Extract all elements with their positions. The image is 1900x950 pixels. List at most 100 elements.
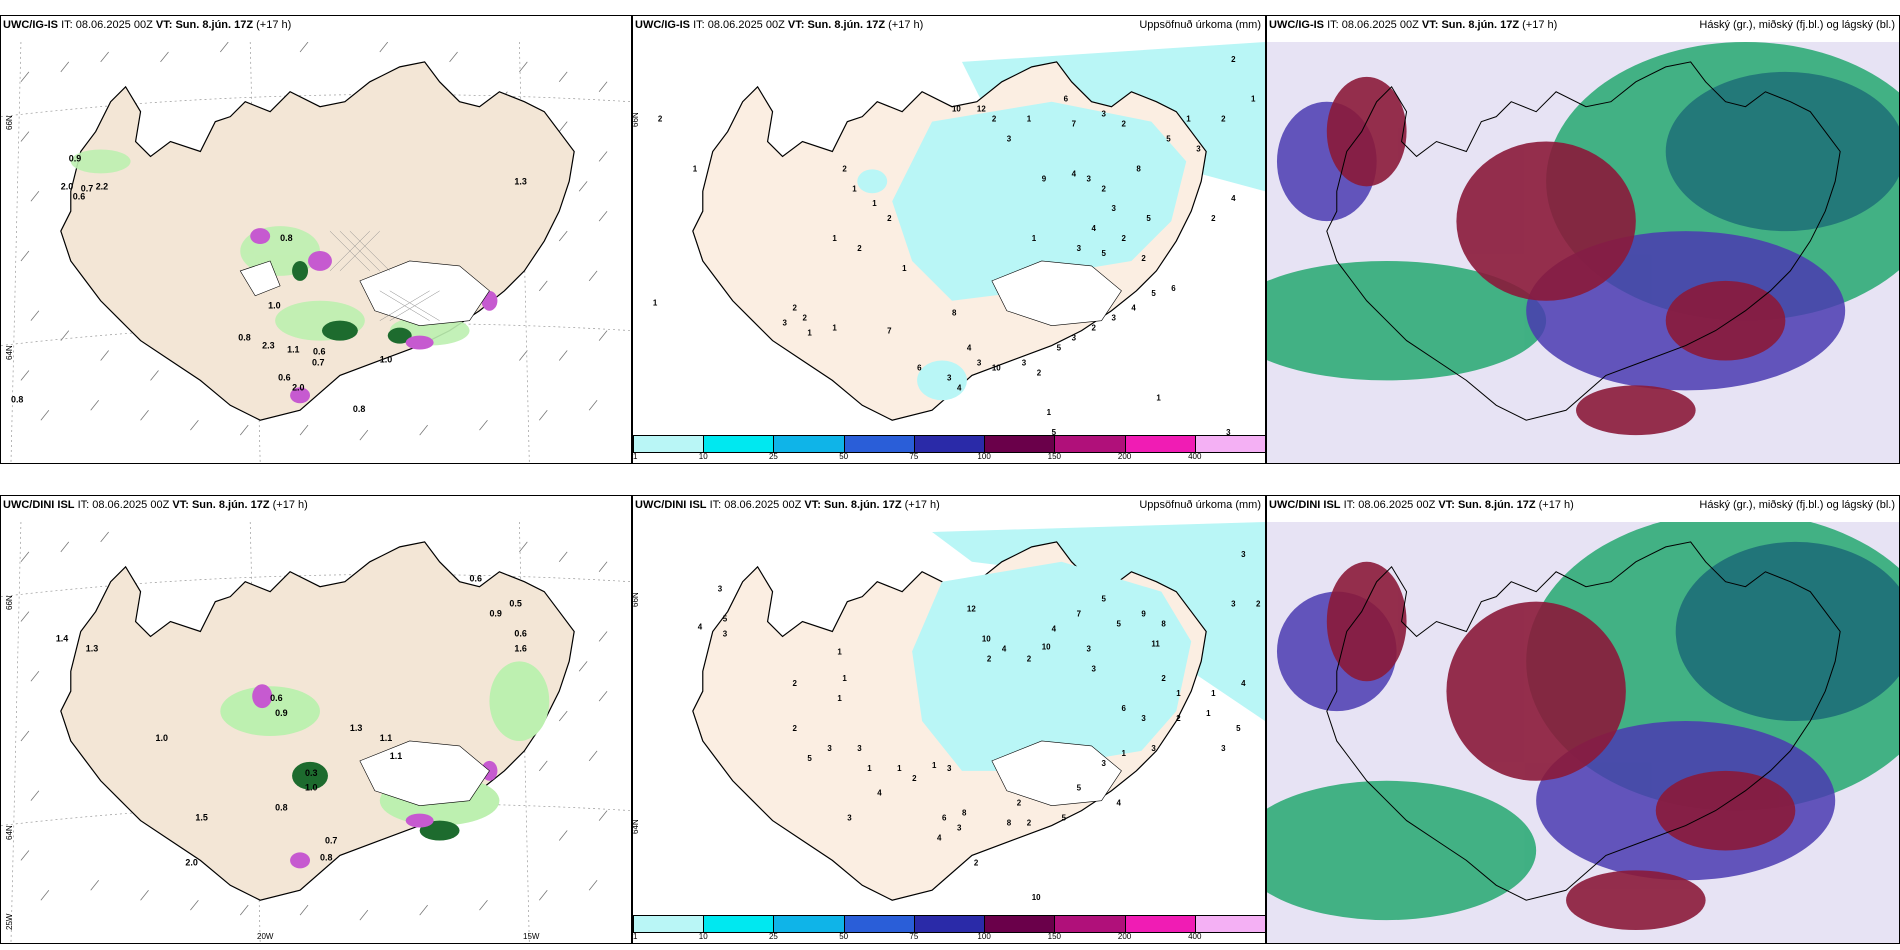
magenta-precip <box>250 228 498 404</box>
precip-value: 2 <box>987 654 992 663</box>
wind-value: 1.3 <box>86 643 98 653</box>
precip-value: 2 <box>1027 654 1032 663</box>
model-name: UWC/DINI ISL <box>3 499 75 511</box>
vt-value: Sun. 8.jún. 17Z <box>823 499 902 511</box>
glacier <box>991 260 1122 326</box>
precip-map: 3 5 4 3 2 1 1 2 5 3 3 1 4 2 1 1 3 3 3 6 <box>633 522 1265 943</box>
precip-value: 3 <box>1141 714 1146 723</box>
precip-value: 1 <box>1156 393 1161 402</box>
precip-value: 2 <box>1161 674 1166 683</box>
model-name: UWC/DINI ISL <box>635 499 707 511</box>
field-title: Uppsöfnuð úrkoma (mm) <box>1139 19 1261 31</box>
precip-value: 2 <box>1092 324 1097 333</box>
wind-value: 1.3 <box>514 176 526 186</box>
model-name: UWC/IG-IS <box>1269 19 1324 31</box>
precip-value: 3 <box>1102 110 1107 119</box>
lat-label-66: 66N <box>632 112 640 127</box>
lat-label-64: 64N <box>5 345 14 360</box>
colorbar-tick-label: 1 <box>633 932 638 941</box>
precip-value: 1 <box>1032 234 1037 243</box>
precip-value: 6 <box>917 363 922 372</box>
colorbar-cells <box>633 915 1265 933</box>
precip-value-labels: 2 1 2 1 1 2 1 2 1 7 2 1 1 8 4 3 6 3 4 10 <box>653 55 1256 437</box>
vt-label: VT: <box>787 19 805 31</box>
field-title: Háský (gr.), miðský (fj.bl.) og lágský (… <box>1699 19 1895 31</box>
precip-value: 4 <box>1002 644 1007 653</box>
wind-value: 1.3 <box>350 723 362 733</box>
panel-bot-right: UWC/DINI ISL IT: 08.06.2025 00Z VT: Sun.… <box>1266 495 1900 944</box>
model-name: UWC/IG-IS <box>3 19 58 31</box>
glacier <box>991 740 1122 806</box>
wind-value: 0.9 <box>69 153 81 163</box>
wind-value: 0.8 <box>238 333 250 343</box>
colorbar-cell <box>1124 436 1195 452</box>
precip-value: 2 <box>992 115 997 124</box>
cloud-map <box>1267 42 1899 463</box>
vt-value: Sun. 8.jún. 17Z <box>175 19 254 31</box>
precip-value: 7 <box>1077 610 1082 619</box>
wind-value: 0.7 <box>312 357 324 367</box>
precip-value: 5 <box>807 754 812 763</box>
sea-precip <box>932 522 1265 722</box>
panel-top-left: UWC/IG-IS IT: 08.06.2025 00Z VT: Sun. 8.… <box>0 15 632 464</box>
precip-value: 3 <box>1077 244 1082 253</box>
it-value: 08.06.2025 00Z <box>1358 499 1436 511</box>
field-title: Háský (gr.), miðský (fj.bl.) og lágský (… <box>1699 499 1895 511</box>
precip-value: 4 <box>1231 194 1236 203</box>
precip-value: 3 <box>827 744 832 753</box>
precip-value: 2 <box>1176 714 1181 723</box>
wind-value-labels: 0.9 2.0 0.7 2.2 0.6 1.3 0.8 1.0 0.8 2.3 … <box>11 153 527 414</box>
precip-value: 4 <box>957 383 962 392</box>
precip-value: 7 <box>1072 120 1077 129</box>
precip-value: 2 <box>1121 234 1126 243</box>
precip-value: 5 <box>1077 784 1082 793</box>
precip-value: 5 <box>1052 428 1057 437</box>
wind-value: 2.0 <box>61 181 73 191</box>
precip-value: 12 <box>967 605 976 614</box>
lat-label-66: 66N <box>632 592 640 607</box>
mid-cloud <box>1326 76 1786 436</box>
it-label: IT: <box>709 499 722 511</box>
colorbar-tick-label: 25 <box>768 452 778 461</box>
colorbar-tick-label: 75 <box>909 932 919 941</box>
wind-value: 0.5 <box>509 599 521 609</box>
precip-value: 2 <box>1121 120 1126 129</box>
panel-header: UWC/IG-IS IT: 08.06.2025 00Z VT: Sun. 8.… <box>1 16 631 42</box>
precip-value: 1 <box>842 674 847 683</box>
colorbar-cell <box>984 916 1055 932</box>
precip-value: 4 <box>1241 679 1246 688</box>
glacier <box>239 260 490 326</box>
precip-value: 3 <box>977 358 982 367</box>
wind-value: 0.9 <box>489 609 501 619</box>
wind-map: 0.9 2.0 0.7 2.2 0.6 1.3 0.8 1.0 0.8 2.3 … <box>1 42 631 463</box>
it-value: 08.06.2025 00Z <box>92 499 170 511</box>
precip-value: 5 <box>1057 344 1062 353</box>
lead-time: (+17 h) <box>1538 499 1574 511</box>
colorbar-cell <box>773 916 844 932</box>
dark-green-precip <box>292 260 412 344</box>
precip-value: 4 <box>698 622 703 631</box>
precip-value: 3 <box>947 373 952 382</box>
colorbar-cell <box>913 916 985 932</box>
panel-bot-mid: UWC/DINI ISL IT: 08.06.2025 00Z VT: Sun.… <box>632 495 1266 944</box>
wind-value: 0.6 <box>278 372 290 382</box>
precip-value: 1 <box>653 299 658 308</box>
colorbar-cell <box>633 436 704 452</box>
precip-value: 2 <box>842 164 847 173</box>
wind-value: 0.6 <box>313 347 325 357</box>
panel-header: UWC/DINI ISL IT: 08.06.2025 00Z VT: Sun.… <box>1 496 631 522</box>
model-name: UWC/DINI ISL <box>1269 499 1341 511</box>
panel-header: UWC/DINI ISL IT: 08.06.2025 00Z VT: Sun.… <box>633 496 1265 522</box>
precip-value: 8 <box>962 809 967 818</box>
dense-high-cloud <box>1675 541 1899 722</box>
colorbar-tick-label: 150 <box>1047 932 1062 941</box>
lead-time: (+17 h) <box>1522 19 1558 31</box>
vt-label: VT: <box>1421 19 1439 31</box>
lat-label-66: 66N <box>5 595 14 610</box>
precip-value: 4 <box>877 789 882 798</box>
precip-value: 3 <box>1226 428 1231 437</box>
precip-value: 3 <box>1072 334 1077 343</box>
precip-value: 3 <box>723 629 728 638</box>
precip-value: 1 <box>1176 689 1181 698</box>
precip-value: 3 <box>1241 550 1246 559</box>
